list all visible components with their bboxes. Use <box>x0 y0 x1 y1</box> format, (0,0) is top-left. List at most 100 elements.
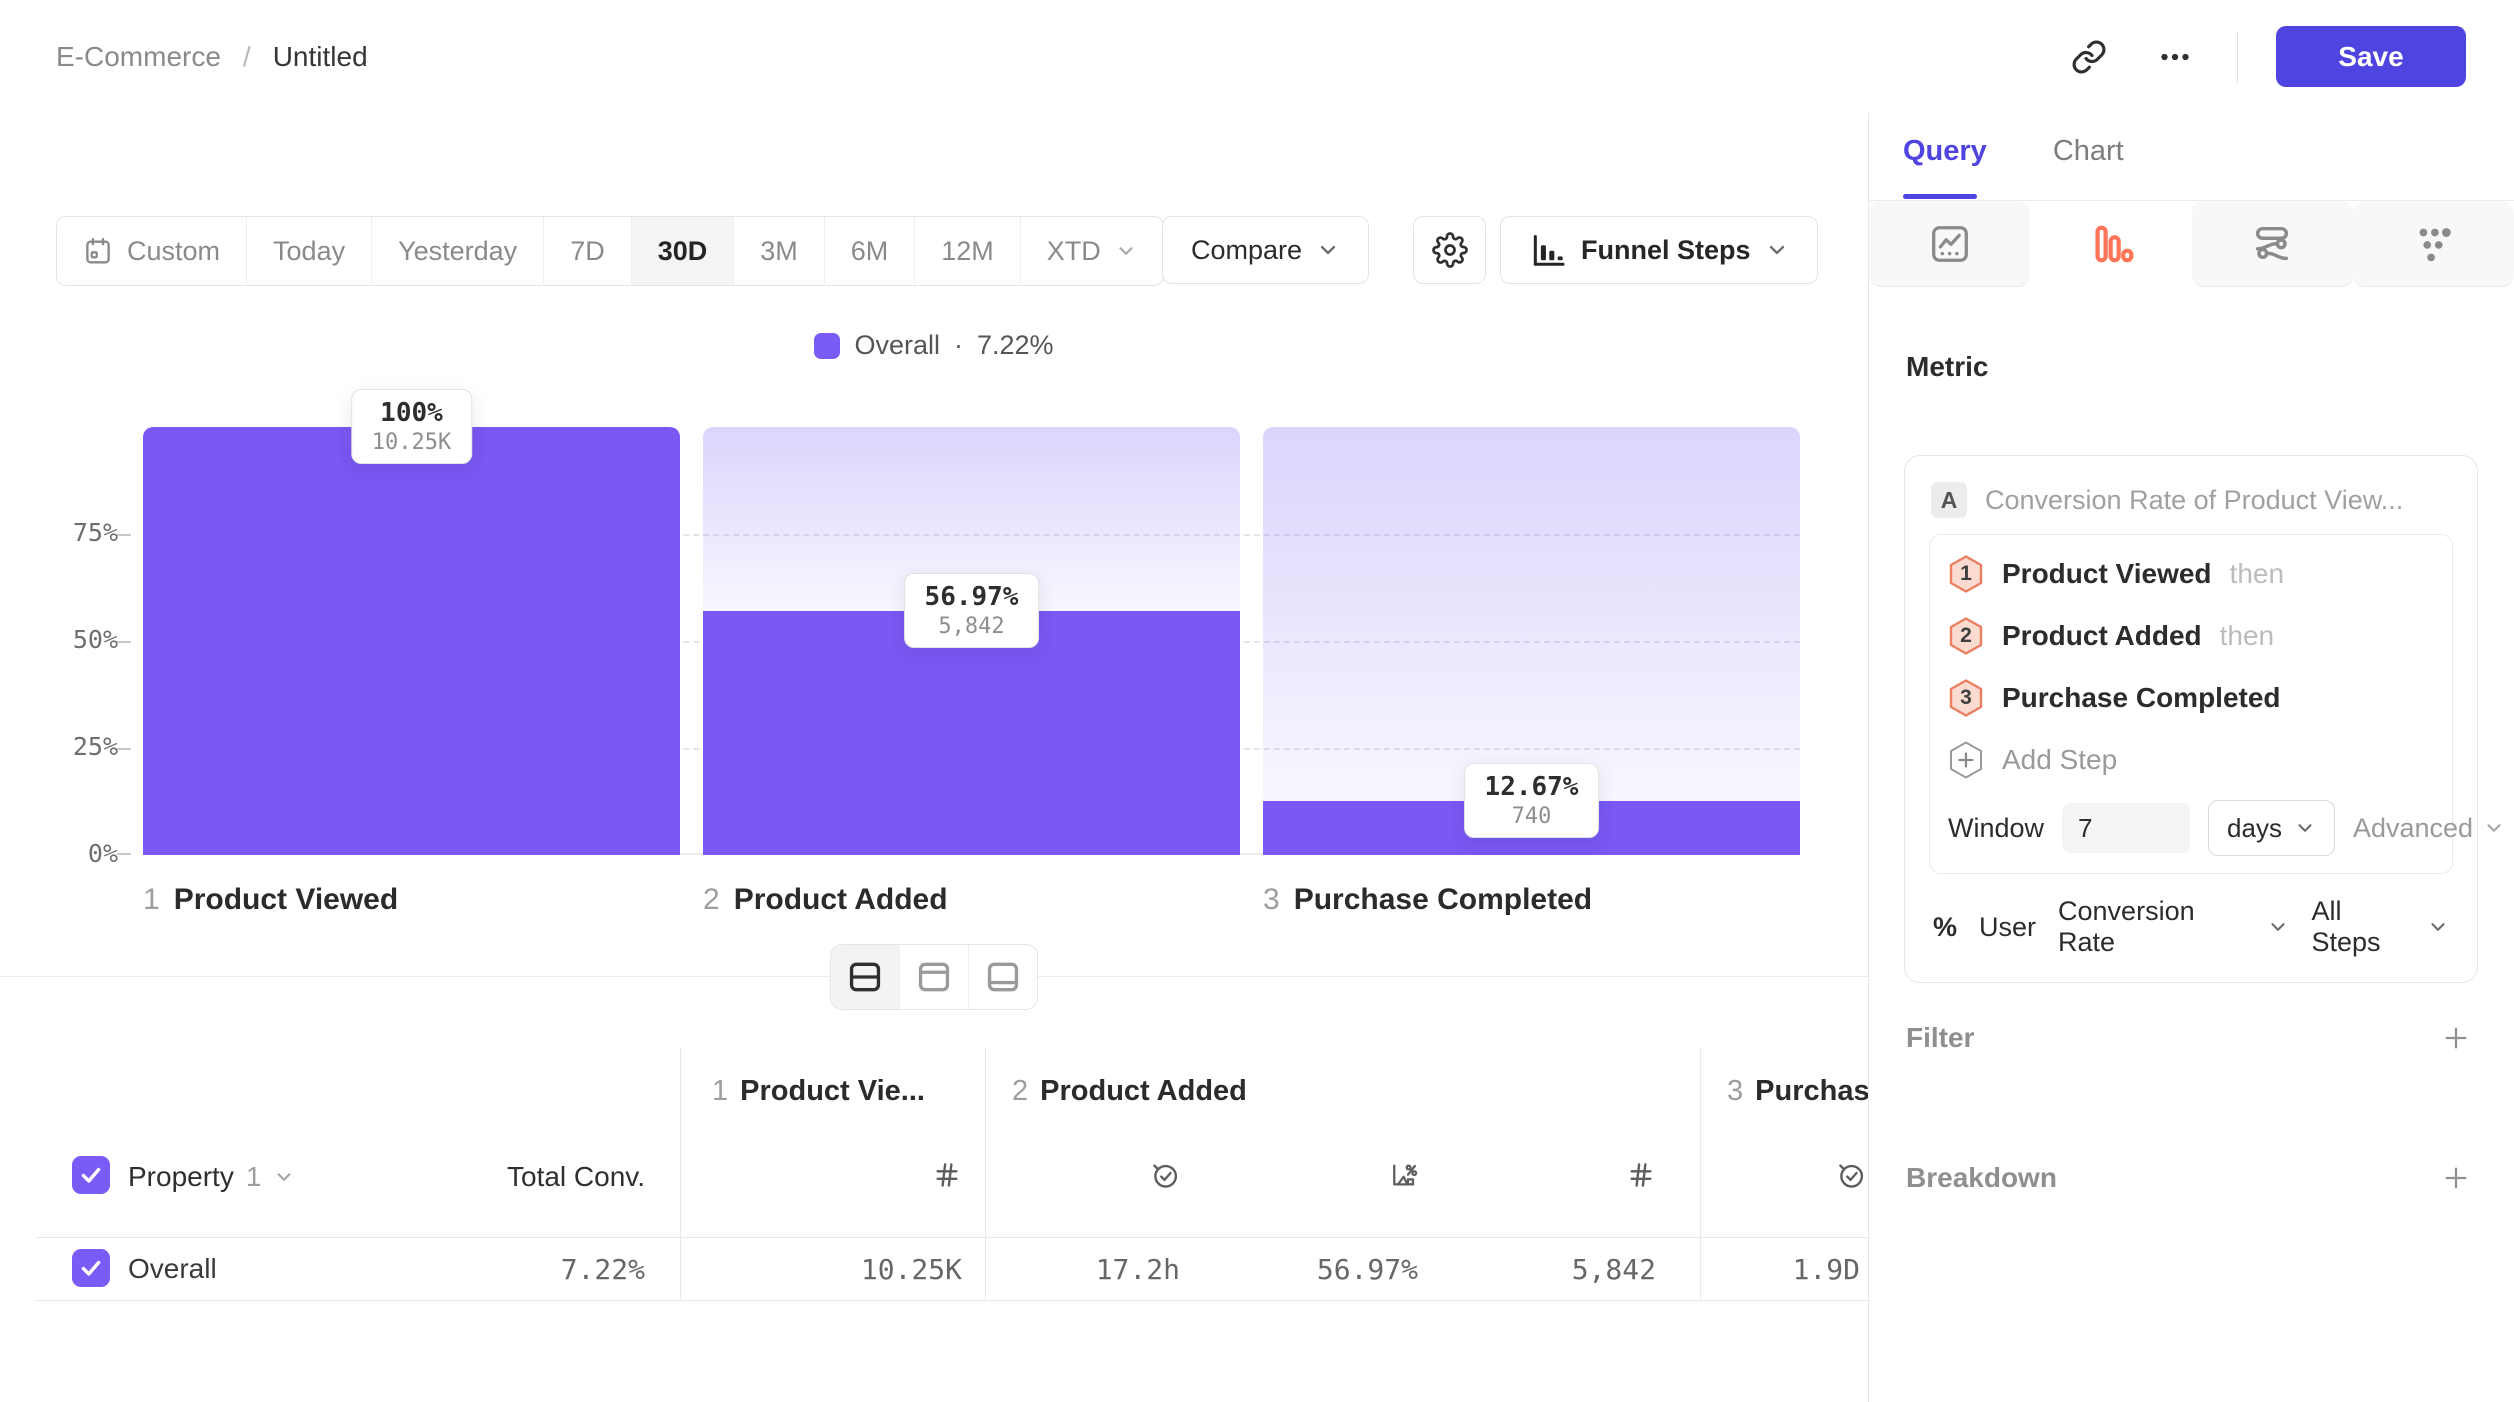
date-range-today[interactable]: Today <box>247 217 373 285</box>
cell-step2-time: 17.2h <box>1095 1253 1180 1286</box>
copy-link-button[interactable] <box>2065 33 2113 81</box>
date-range-custom[interactable]: Custom <box>57 217 248 285</box>
table-column-divider <box>680 1048 681 1300</box>
plus-icon <box>2440 1022 2472 1054</box>
date-range-label: 12M <box>941 235 994 266</box>
save-button[interactable]: Save <box>2276 26 2466 87</box>
add-breakdown-button[interactable] <box>2436 1158 2476 1198</box>
property-number: 1 <box>245 1161 262 1192</box>
settings-button[interactable] <box>1413 216 1486 284</box>
legend-label: Overall <box>854 330 940 360</box>
y-axis-tick-0: 0% <box>87 839 118 868</box>
tab-chart[interactable]: Chart <box>2052 135 2124 167</box>
measure-entity[interactable]: User <box>1979 911 2037 942</box>
tab-query[interactable]: Query <box>1903 135 1987 167</box>
layout-split-button[interactable] <box>831 945 900 1009</box>
advanced-label: Advanced <box>2352 812 2474 843</box>
topbar-divider <box>2237 30 2238 83</box>
layout-bottom-button[interactable] <box>969 945 1037 1009</box>
breakdown-section: Breakdown <box>1906 1158 2476 1198</box>
check-icon <box>78 1162 104 1188</box>
topbar-actions: Save <box>2065 0 2466 113</box>
chevron-down-icon <box>273 1166 295 1188</box>
date-range-label: Yesterday <box>398 235 518 266</box>
panel-top-icon <box>915 958 953 996</box>
funnel-bar-step-3[interactable]: 12.67% 740 <box>1263 427 1800 855</box>
column-header-step-3[interactable]: 3 Purchase C <box>1727 1075 1868 1108</box>
chevron-down-icon <box>1115 240 1137 262</box>
step-number: 3 <box>1263 883 1280 916</box>
advanced-toggle[interactable]: Advanced <box>2353 813 2505 844</box>
step-name: Product Viewed <box>173 883 399 916</box>
report-type-retention[interactable] <box>2352 201 2514 287</box>
funnel-step-3[interactable]: 3 Purchase Completed <box>1948 667 2434 729</box>
bar-fill <box>143 427 680 855</box>
date-range-30d[interactable]: 30D <box>631 217 735 285</box>
report-title[interactable]: Untitled <box>272 40 368 72</box>
steps-scope-select[interactable]: All Steps <box>2311 896 2449 958</box>
measure-metric-select[interactable]: Conversion Rate <box>2058 896 2289 958</box>
date-range-6m[interactable]: 6M <box>824 217 916 285</box>
step-number: 1 <box>143 883 160 916</box>
count-metric-icon[interactable] <box>932 1160 962 1190</box>
link-icon <box>2071 39 2107 75</box>
series-label: Conversion Rate of Product View... <box>1985 484 2404 515</box>
breadcrumb-board[interactable]: E-Commerce <box>56 40 221 72</box>
time-to-convert-icon[interactable] <box>1836 1160 1866 1190</box>
split-horizontal-icon <box>846 958 884 996</box>
date-range-12m[interactable]: 12M <box>915 217 1021 285</box>
conversion-rate-icon[interactable] <box>1388 1160 1418 1190</box>
step-event-name: Product Added <box>2002 620 2202 651</box>
step-badge-number: 1 <box>1960 562 1972 585</box>
more-options-button[interactable] <box>2151 33 2199 81</box>
active-tab-indicator <box>1903 194 1977 199</box>
y-axis-tick-25: 25% <box>72 732 118 761</box>
report-type-insights[interactable] <box>1869 201 2031 287</box>
date-range-xtd[interactable]: XTD <box>1020 217 1163 285</box>
table-header-border <box>36 1237 1868 1238</box>
window-value-input[interactable] <box>2062 803 2191 853</box>
legend-separator: · <box>953 330 963 360</box>
funnel-bar-step-1[interactable]: 100% 10.25K <box>143 389 680 855</box>
date-range-3m[interactable]: 3M <box>734 217 825 285</box>
layout-top-button[interactable] <box>900 945 969 1009</box>
bar-solid <box>1263 800 1800 855</box>
report-type-funnels[interactable] <box>2030 201 2192 287</box>
total-conversion-header[interactable]: Total Conv. <box>507 1161 645 1192</box>
compare-button[interactable]: Compare <box>1162 216 1370 284</box>
report-type-strip <box>1869 200 2514 287</box>
window-unit-select[interactable]: days <box>2208 800 2335 856</box>
time-to-convert-icon[interactable] <box>1150 1160 1180 1190</box>
bar-dropoff-area <box>1263 427 1800 801</box>
x-axis-label-step-1: 1 Product Viewed <box>143 883 398 917</box>
bar-dropoff-area <box>703 427 1240 612</box>
layout-toggle <box>830 944 1038 1010</box>
select-all-checkbox[interactable] <box>72 1156 110 1194</box>
bar-fill <box>1263 427 1800 855</box>
date-range-7d[interactable]: 7D <box>544 217 632 285</box>
report-type-flows[interactable] <box>2191 201 2353 287</box>
funnel-step-2[interactable]: 2 Product Added then <box>1948 605 2434 667</box>
chart-legend[interactable]: Overall · 7.22% <box>0 330 1868 361</box>
measure-metric-label: Conversion Rate <box>2058 896 2195 957</box>
funnel-step-1[interactable]: 1 Product Viewed then <box>1948 543 2434 605</box>
property-selector[interactable]: Property 1 <box>128 1161 295 1193</box>
add-filter-button[interactable] <box>2436 1018 2476 1058</box>
date-range-yesterday[interactable]: Yesterday <box>372 217 545 285</box>
row-checkbox[interactable] <box>72 1249 110 1287</box>
step-name: Product Added <box>733 883 948 916</box>
bar-fill <box>703 427 1240 855</box>
chart-type-button[interactable]: Funnel Steps <box>1500 216 1818 284</box>
step-connector: then <box>2219 620 2275 651</box>
chevron-down-icon <box>2427 916 2449 938</box>
metric-series-row[interactable]: A Conversion Rate of Product View... <box>1929 476 2453 534</box>
add-step-button[interactable]: Add Step <box>1948 729 2434 791</box>
date-range-label: 7D <box>570 235 605 266</box>
count-metric-icon[interactable] <box>1626 1160 1656 1190</box>
step-name: Purchase C <box>1755 1075 1868 1107</box>
funnel-bar-step-2[interactable]: 56.97% 5,842 <box>703 427 1240 855</box>
column-header-step-1[interactable]: 1 Product Vie... <box>712 1075 925 1108</box>
column-header-step-2[interactable]: 2 Product Added <box>1012 1075 1247 1108</box>
step-number: 2 <box>1012 1075 1029 1107</box>
